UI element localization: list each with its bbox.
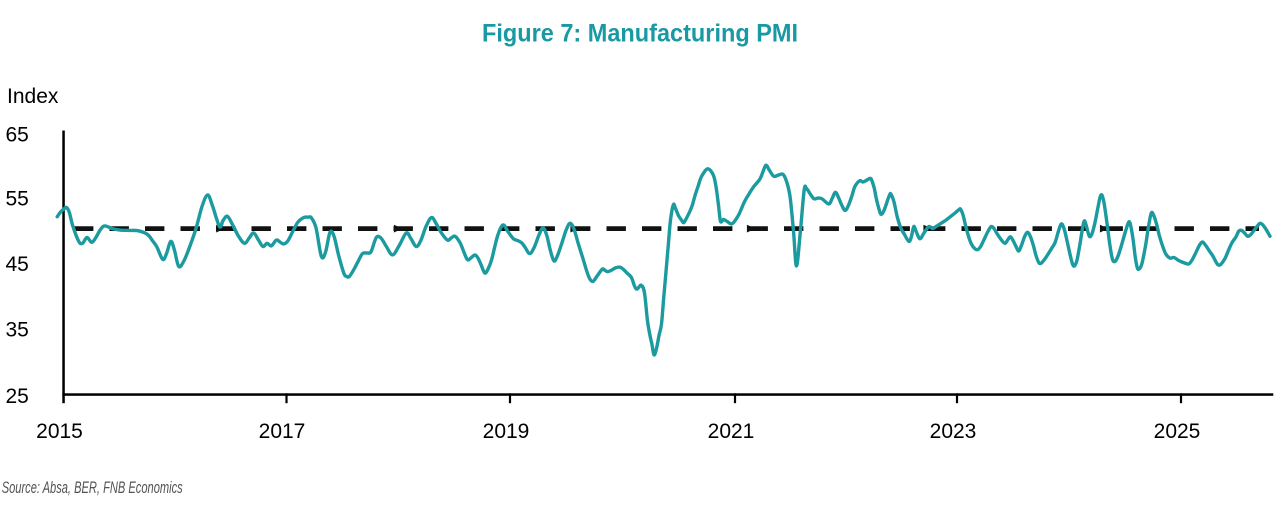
- svg-text:2023: 2023: [930, 420, 977, 443]
- svg-text:Index: Index: [7, 85, 59, 108]
- svg-text:25: 25: [6, 385, 29, 408]
- svg-text:2021: 2021: [708, 420, 755, 443]
- svg-text:2019: 2019: [483, 420, 530, 443]
- svg-text:2025: 2025: [1154, 420, 1201, 443]
- svg-text:65: 65: [6, 124, 29, 147]
- svg-text:Source: Absa, BER, FNB Economi: Source: Absa, BER, FNB Economics: [2, 478, 183, 497]
- svg-text:35: 35: [6, 319, 29, 342]
- svg-text:2015: 2015: [36, 420, 83, 443]
- svg-text:45: 45: [6, 253, 29, 276]
- svg-text:2017: 2017: [259, 420, 306, 443]
- svg-text:Figure 7: Manufacturing PMI: Figure 7: Manufacturing PMI: [482, 20, 798, 48]
- svg-text:55: 55: [6, 188, 29, 211]
